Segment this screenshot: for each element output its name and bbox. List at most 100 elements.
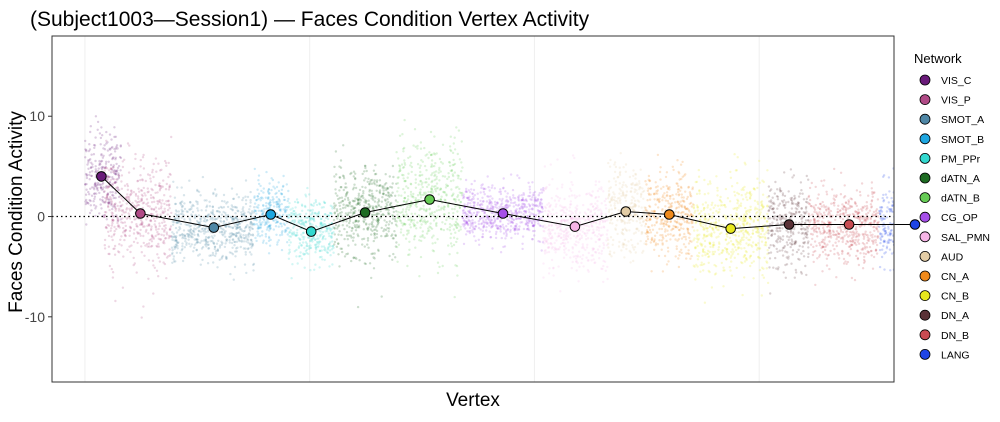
vertex-point	[485, 219, 487, 221]
vertex-point	[109, 265, 111, 267]
vertex-point	[682, 228, 684, 230]
vertex-point	[726, 251, 728, 253]
vertex-point	[447, 205, 449, 207]
vertex-point	[275, 225, 277, 227]
vertex-point	[371, 190, 373, 192]
vertex-point	[592, 206, 594, 208]
vertex-point	[389, 220, 391, 222]
vertex-point	[121, 204, 123, 206]
vertex-point	[324, 213, 326, 215]
vertex-point	[220, 217, 222, 219]
vertex-point	[528, 219, 530, 221]
vertex-point	[623, 256, 625, 258]
vertex-point	[291, 220, 293, 222]
vertex-point	[299, 251, 301, 253]
vertex-point	[597, 248, 599, 250]
vertex-point	[188, 180, 190, 182]
vertex-point	[408, 230, 410, 232]
vertex-point	[261, 197, 263, 199]
vertex-point	[721, 249, 723, 251]
vertex-point	[473, 212, 475, 214]
vertex-point	[631, 202, 633, 204]
vertex-point	[738, 231, 740, 233]
vertex-point	[430, 191, 432, 193]
vertex-point	[371, 183, 373, 185]
vertex-point	[395, 241, 397, 243]
vertex-point	[660, 188, 662, 190]
vertex-point	[208, 255, 210, 257]
vertex-point	[434, 153, 436, 155]
vertex-point	[257, 227, 259, 229]
vertex-point	[264, 221, 266, 223]
vertex-point	[286, 183, 288, 185]
vertex-point	[163, 234, 165, 236]
vertex-point	[133, 232, 135, 234]
vertex-point	[698, 169, 700, 171]
vertex-point	[404, 164, 406, 166]
vertex-point	[626, 190, 628, 192]
vertex-point	[550, 213, 552, 215]
vertex-point	[333, 166, 335, 168]
vertex-point	[485, 226, 487, 228]
vertex-point	[422, 230, 424, 232]
vertex-point	[440, 188, 442, 190]
vertex-point	[428, 184, 430, 186]
vertex-point	[756, 201, 758, 203]
vertex-point	[108, 246, 110, 248]
vertex-point	[436, 176, 438, 178]
vertex-point	[181, 186, 183, 188]
vertex-point	[638, 180, 640, 182]
vertex-point	[292, 227, 294, 229]
vertex-point	[692, 239, 694, 241]
vertex-point	[239, 218, 241, 220]
vertex-point	[302, 232, 304, 234]
vertex-point	[452, 164, 454, 166]
vertex-point	[123, 239, 125, 241]
vertex-point	[478, 239, 480, 241]
vertex-point	[740, 247, 742, 249]
vertex-point	[354, 244, 356, 246]
vertex-point	[101, 160, 103, 162]
vertex-point	[449, 165, 451, 167]
vertex-point	[173, 255, 175, 257]
vertex-point	[85, 194, 87, 196]
vertex-point	[338, 189, 340, 191]
vertex-point	[649, 199, 651, 201]
vertex-point	[541, 249, 543, 251]
vertex-point	[114, 300, 116, 302]
vertex-point	[350, 209, 352, 211]
vertex-point	[652, 229, 654, 231]
vertex-point	[171, 239, 173, 241]
vertex-point	[590, 237, 592, 239]
vertex-point	[658, 228, 660, 230]
vertex-point	[500, 204, 502, 206]
vertex-point	[305, 213, 307, 215]
vertex-point	[296, 232, 298, 234]
vertex-point	[166, 231, 168, 233]
vertex-point	[519, 218, 521, 220]
vertex-point	[215, 195, 217, 197]
vertex-point	[453, 223, 455, 225]
vertex-point	[518, 225, 520, 227]
vertex-point	[679, 218, 681, 220]
vertex-point	[718, 246, 720, 248]
vertex-point	[754, 200, 756, 202]
vertex-point	[488, 203, 490, 205]
vertex-point	[276, 243, 278, 245]
vertex-point	[124, 185, 126, 187]
vertex-point	[105, 131, 107, 133]
vertex-point	[552, 267, 554, 269]
vertex-point	[321, 225, 323, 227]
vertex-point	[176, 252, 178, 254]
vertex-point	[435, 222, 437, 224]
vertex-point	[122, 166, 124, 168]
vertex-point	[108, 253, 110, 255]
vertex-point	[659, 171, 661, 173]
vertex-point	[151, 240, 153, 242]
vertex-point	[253, 206, 255, 208]
vertex-point	[273, 228, 275, 230]
vertex-point	[114, 254, 116, 256]
vertex-point	[163, 240, 165, 242]
vertex-point	[388, 230, 390, 232]
vertex-point	[604, 261, 606, 263]
